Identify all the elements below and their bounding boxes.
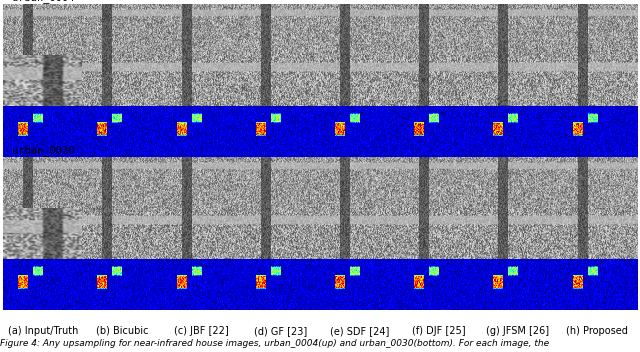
Text: (b) Bicubic: (b) Bicubic: [96, 326, 148, 335]
Text: (a) Input/Truth: (a) Input/Truth: [8, 326, 78, 335]
Text: Figure 4: Any upsampling for near-infrared house images, urban_0004(up) and urba: Figure 4: Any upsampling for near-infrar…: [0, 339, 549, 348]
Text: (d) GF [23]: (d) GF [23]: [254, 326, 307, 335]
Text: (c) JBF [22]: (c) JBF [22]: [174, 326, 228, 335]
Text: (f) DJF [25]: (f) DJF [25]: [412, 326, 466, 335]
Text: (h) Proposed: (h) Proposed: [566, 326, 628, 335]
Text: (g) JFSM [26]: (g) JFSM [26]: [486, 326, 550, 335]
Text: (e) SDF [24]: (e) SDF [24]: [330, 326, 389, 335]
Text: urban_0004: urban_0004: [12, 0, 74, 3]
Text: urban_0030: urban_0030: [12, 145, 74, 156]
